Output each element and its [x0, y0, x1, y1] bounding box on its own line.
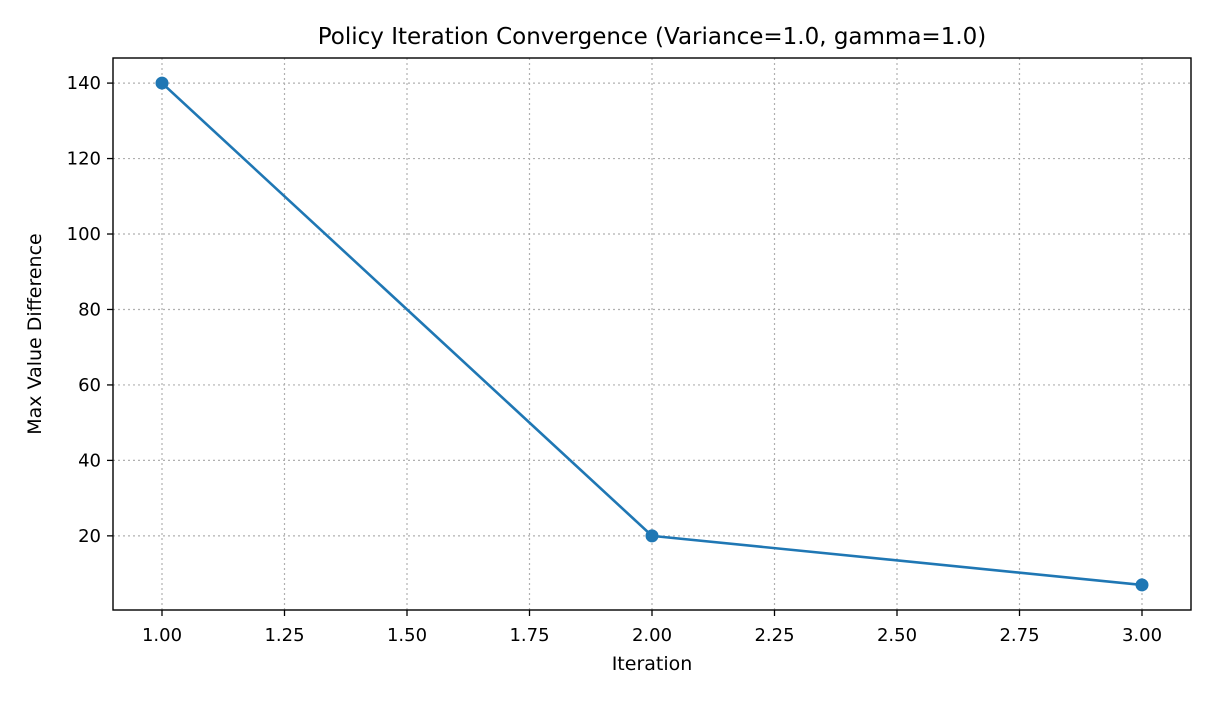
x-tick-label: 2.25: [754, 625, 794, 646]
data-point: [1135, 578, 1149, 592]
x-tick-label: 1.25: [264, 625, 304, 646]
x-tick-label: 2.50: [877, 625, 917, 646]
x-tick-label: 2.75: [999, 625, 1039, 646]
data-point: [155, 76, 169, 90]
x-tick-label: 2.00: [632, 625, 672, 646]
chart-title: Policy Iteration Convergence (Variance=1…: [318, 24, 987, 50]
y-tick-label: 100: [67, 224, 101, 245]
y-axis: 20 40 60 80 100 120 140: [67, 73, 113, 547]
x-axis-label: Iteration: [612, 653, 693, 675]
x-tick-label: 1.00: [142, 625, 182, 646]
x-tick-label: 1.50: [387, 625, 427, 646]
y-tick-label: 120: [67, 149, 101, 170]
x-tick-label: 1.75: [509, 625, 549, 646]
x-tick-label: 3.00: [1122, 625, 1162, 646]
y-tick-label: 140: [67, 73, 101, 94]
y-tick-label: 80: [78, 299, 101, 320]
series-layer: [155, 76, 1149, 592]
y-tick-label: 60: [78, 375, 101, 396]
y-axis-label: Max Value Difference: [24, 233, 46, 435]
data-point: [645, 529, 659, 543]
grid: [113, 58, 1191, 610]
x-axis: 1.00 1.25 1.50 1.75 2.00 2.25 2.50 2.75 3.00: [142, 610, 1162, 646]
y-tick-label: 40: [78, 450, 101, 471]
y-tick-label: 20: [78, 526, 101, 547]
